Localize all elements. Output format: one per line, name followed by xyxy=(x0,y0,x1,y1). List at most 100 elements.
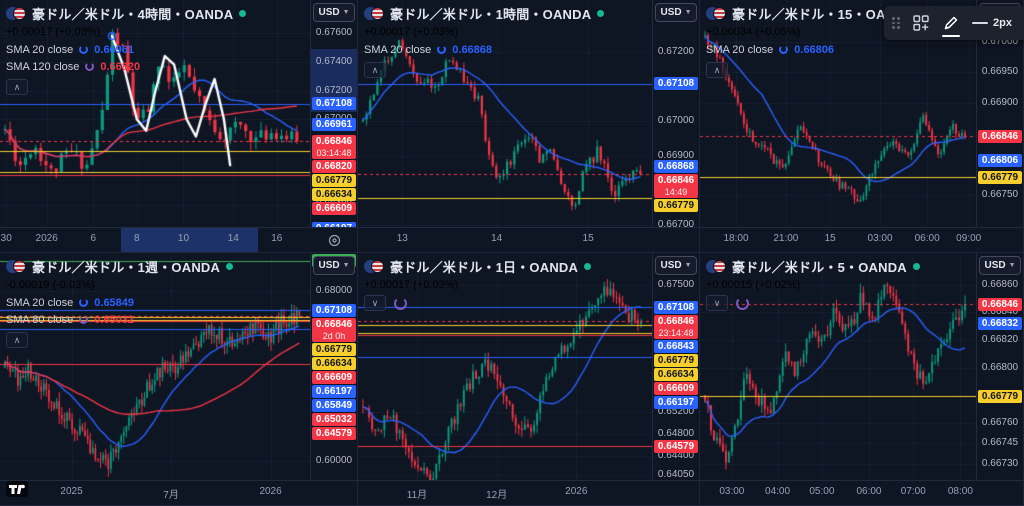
settings-gear-icon[interactable] xyxy=(1020,10,1024,36)
symbol-row[interactable]: 豪ドル／米ドル・1時間・OANDA xyxy=(364,4,605,23)
time-tick-label: 2025 xyxy=(60,486,83,497)
price-label: 0.66634 xyxy=(312,187,356,201)
pair-flag-icon xyxy=(6,6,26,21)
price-tick-label: 0.66840 xyxy=(981,306,1019,318)
indicator-row[interactable]: SMA 20 close 0.66961 xyxy=(6,41,246,58)
time-axis[interactable]: 11月 12月 2026 xyxy=(358,480,699,505)
currency-dropdown[interactable]: USD▼ xyxy=(655,256,697,275)
price-label: 0.65849 xyxy=(312,398,356,412)
loading-spinner-icon xyxy=(779,45,789,54)
layout-add-icon[interactable] xyxy=(908,10,934,36)
price-label: 0.66832 xyxy=(978,316,1022,330)
price-tick-label: 0.67600 xyxy=(315,27,353,39)
symbol-row[interactable]: 豪ドル／米ドル・4時間・OANDA xyxy=(6,4,247,23)
symbol-row[interactable]: 豪ドル／米ドル・15・OANDA xyxy=(706,4,928,23)
price-tick-label: 0.60000 xyxy=(315,454,353,466)
price-label: 0.66634 xyxy=(654,367,698,381)
price-tick-label: 0.67200 xyxy=(315,84,353,96)
time-tick-label: 15 xyxy=(582,233,594,244)
price-label: 0.66868 xyxy=(654,160,698,174)
price-tick-label: 0.67400 xyxy=(315,55,353,67)
currency-dropdown[interactable]: USD▼ xyxy=(313,3,355,22)
currency-dropdown[interactable]: USD▼ xyxy=(979,256,1021,275)
indicator-row[interactable]: SMA 120 close 0.66820 xyxy=(6,58,246,75)
legend-collapse-button[interactable]: ∧ xyxy=(6,332,28,348)
line-width-control[interactable]: 2px xyxy=(968,17,1016,29)
time-tick-label: 15 xyxy=(824,233,836,244)
time-axis[interactable]: 30 2026 6 8 10 14 16 xyxy=(0,227,357,252)
legend-collapse-button[interactable]: ∧ xyxy=(706,62,728,78)
time-tick-label: 13 xyxy=(396,233,408,244)
panel-5m: 0.66860 0.66840 0.66820 0.66800 0.66760 0.667… xyxy=(700,253,1024,506)
indicator-value: 0.65849 xyxy=(94,296,135,309)
candlestick-chart[interactable] xyxy=(700,253,977,482)
time-tick-label: 05:00 xyxy=(809,486,835,497)
price-label: 0.66779 xyxy=(654,353,698,367)
indicator-legend: SMA 20 close 0.66961 SMA 120 close 0.66820 xyxy=(6,41,246,75)
time-axis[interactable]: 03:00 04:00 05:00 06:00 07:00 08:00 xyxy=(700,480,1023,505)
time-tick-label: 14 xyxy=(227,233,239,244)
indicator-value: 0.66820 xyxy=(100,60,141,73)
price-label: 0.64579 xyxy=(654,439,698,453)
market-open-dot xyxy=(912,263,920,270)
price-tick-label: 0.66760 xyxy=(981,416,1019,428)
price-label: 0.66197 xyxy=(654,395,698,409)
price-tick-label: 0.66950 xyxy=(981,66,1019,78)
time-tick-label: 6 xyxy=(90,233,97,244)
price-tick-label: 0.67200 xyxy=(657,45,695,57)
panel-1h: 0.67200 0.67000 0.66900 0.66700 0.67108 0.668… xyxy=(358,0,700,253)
price-label: 0.66609 xyxy=(312,370,356,384)
symbol-row[interactable]: 豪ドル／米ドル・1週・OANDA xyxy=(6,257,234,276)
symbol-row[interactable]: 豪ドル／米ドル・1日・OANDA xyxy=(364,257,592,276)
pencil-icon[interactable] xyxy=(938,10,964,37)
price-axis[interactable]: 0.67200 0.67000 0.66900 0.66700 0.67108 0.668… xyxy=(652,0,699,230)
panel-1d: 0.67500 0.65200 0.64800 0.64400 0.64050 0.671… xyxy=(358,253,700,506)
price-label: 0.67108 xyxy=(654,77,698,91)
price-axis[interactable]: 0.67500 0.65200 0.64800 0.64400 0.64050 0.671… xyxy=(652,253,699,481)
currency-dropdown[interactable]: USD▼ xyxy=(313,256,355,275)
time-tick-label: 2026 xyxy=(35,233,58,244)
indicator-legend: SMA 20 close 0.66868 xyxy=(364,41,604,58)
time-axis[interactable]: 18:00 21:00 15 03:00 06:00 09:00 xyxy=(700,227,1023,252)
indicator-row[interactable]: SMA 20 close 0.65849 xyxy=(6,294,233,311)
symbol-row[interactable]: 豪ドル／米ドル・5・OANDA xyxy=(706,257,920,276)
time-tick-label: 03:00 xyxy=(867,233,893,244)
axis-settings-gear-icon[interactable] xyxy=(327,233,342,248)
time-axis[interactable]: 13 14 15 xyxy=(358,227,699,252)
loading-spinner-icon xyxy=(736,296,749,310)
time-tick-label: 8 xyxy=(134,233,140,244)
price-tick-label: 0.64800 xyxy=(657,428,695,440)
legend-collapse-button[interactable]: ∧ xyxy=(6,79,28,95)
price-tick-label: 0.66860 xyxy=(981,278,1019,290)
indicator-row[interactable]: SMA 20 close 0.66806 xyxy=(706,41,927,58)
time-tick-label: 14 xyxy=(491,233,503,244)
legend-collapse-row: ∧ xyxy=(6,332,233,348)
candlestick-chart[interactable] xyxy=(0,0,311,229)
legend-expand-button[interactable]: ∨ xyxy=(706,295,728,311)
chevron-down-icon: ▼ xyxy=(684,9,692,16)
candlestick-chart[interactable] xyxy=(0,253,311,482)
legend-collapse-row: ∨ xyxy=(364,295,591,311)
drawing-toolbar: 2px xyxy=(884,6,1024,40)
symbol-title: 豪ドル／米ドル・1週・OANDA xyxy=(32,260,221,275)
currency-dropdown[interactable]: USD▼ xyxy=(655,3,697,22)
indicator-label: SMA 120 close xyxy=(6,60,80,73)
candlestick-chart[interactable] xyxy=(358,253,653,482)
legend-expand-button[interactable]: ∨ xyxy=(364,295,386,311)
price-label: 0.66779 xyxy=(312,342,356,356)
time-tick-label: 10 xyxy=(177,233,190,244)
time-tick-label: 03:00 xyxy=(719,486,745,497)
candlestick-chart[interactable] xyxy=(358,0,653,229)
price-axis[interactable]: 0.676000.674000.672000.670000.664000.671… xyxy=(310,0,357,235)
time-tick-label: 07:00 xyxy=(900,486,926,497)
tradingview-logo[interactable] xyxy=(6,481,28,502)
loading-spinner-icon xyxy=(79,298,89,307)
legend-collapse-button[interactable]: ∧ xyxy=(364,62,386,78)
indicator-row[interactable]: SMA 80 close 0.65032 xyxy=(6,311,233,328)
price-axis[interactable]: 0.66860 0.66840 0.66820 0.66800 0.66760 0.667… xyxy=(976,253,1023,481)
time-axis[interactable]: 2025 7月 2026 xyxy=(0,480,357,505)
indicator-row[interactable]: SMA 20 close 0.66868 xyxy=(364,41,604,58)
drag-handle[interactable] xyxy=(892,17,900,29)
loading-spinner-icon xyxy=(437,45,447,54)
